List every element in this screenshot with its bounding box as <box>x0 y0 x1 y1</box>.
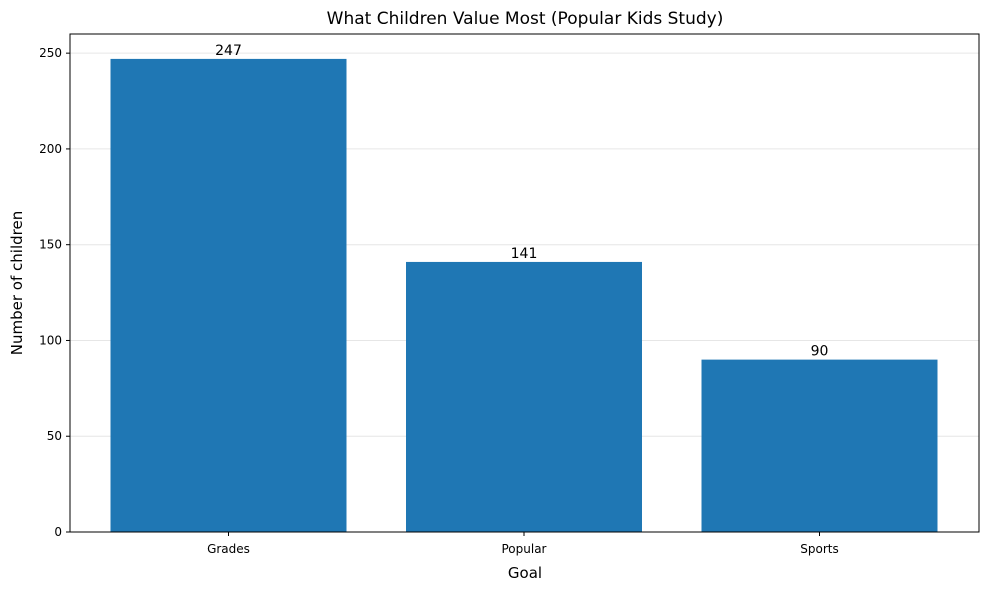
bar-popular <box>406 261 642 532</box>
x-axis: Grades Popular Sports <box>207 532 839 556</box>
y-tick-label: 150 <box>39 238 62 252</box>
y-tick-label: 0 <box>54 525 62 539</box>
y-axis-label: Number of children <box>8 211 26 355</box>
y-axis: 0 50 100 150 200 250 <box>39 46 70 539</box>
y-tick-label: 100 <box>39 333 62 347</box>
data-label: 90 <box>811 344 829 360</box>
y-tick-label: 250 <box>39 46 62 60</box>
y-tick-label: 50 <box>47 429 62 443</box>
x-tick-label: Grades <box>207 542 250 556</box>
chart-title: What Children Value Most (Popular Kids S… <box>327 9 724 29</box>
data-label: 247 <box>215 43 242 59</box>
x-axis-label: Goal <box>508 564 542 582</box>
x-tick-label: Popular <box>502 542 547 556</box>
bar-sports <box>701 359 938 532</box>
bar-grades <box>110 58 347 533</box>
y-tick-label: 200 <box>39 142 62 156</box>
x-tick-label: Sports <box>800 542 838 556</box>
bars: 247 141 90 <box>110 43 938 533</box>
data-label: 141 <box>511 246 538 262</box>
